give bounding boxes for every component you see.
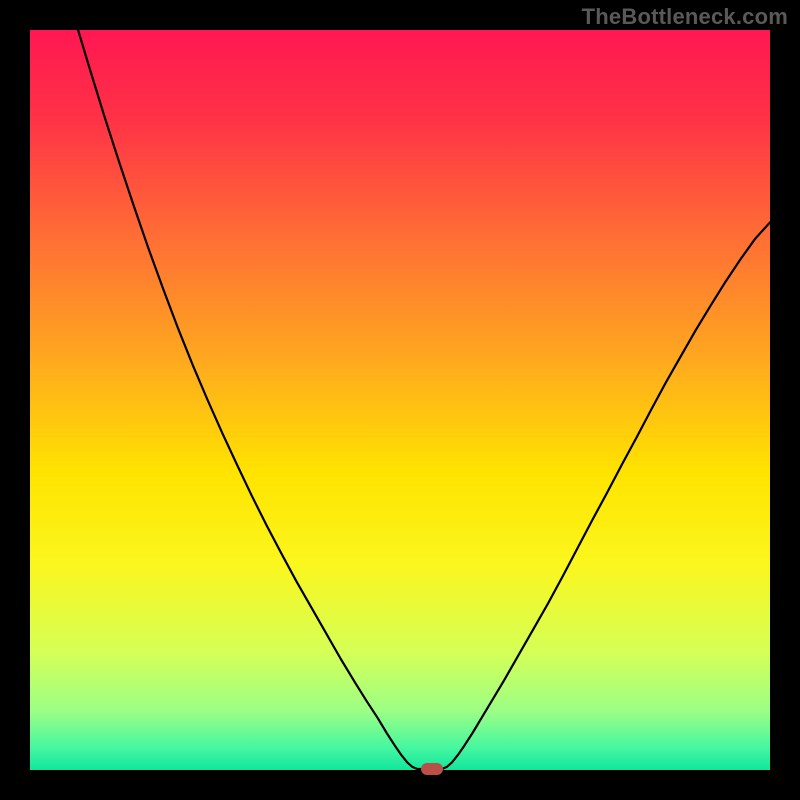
min-marker xyxy=(421,763,443,775)
plot-area xyxy=(30,30,770,770)
chart-frame: TheBottleneck.com xyxy=(0,0,800,800)
bottleneck-curve xyxy=(78,30,770,769)
curve-layer xyxy=(30,30,770,770)
watermark-text: TheBottleneck.com xyxy=(582,4,788,30)
